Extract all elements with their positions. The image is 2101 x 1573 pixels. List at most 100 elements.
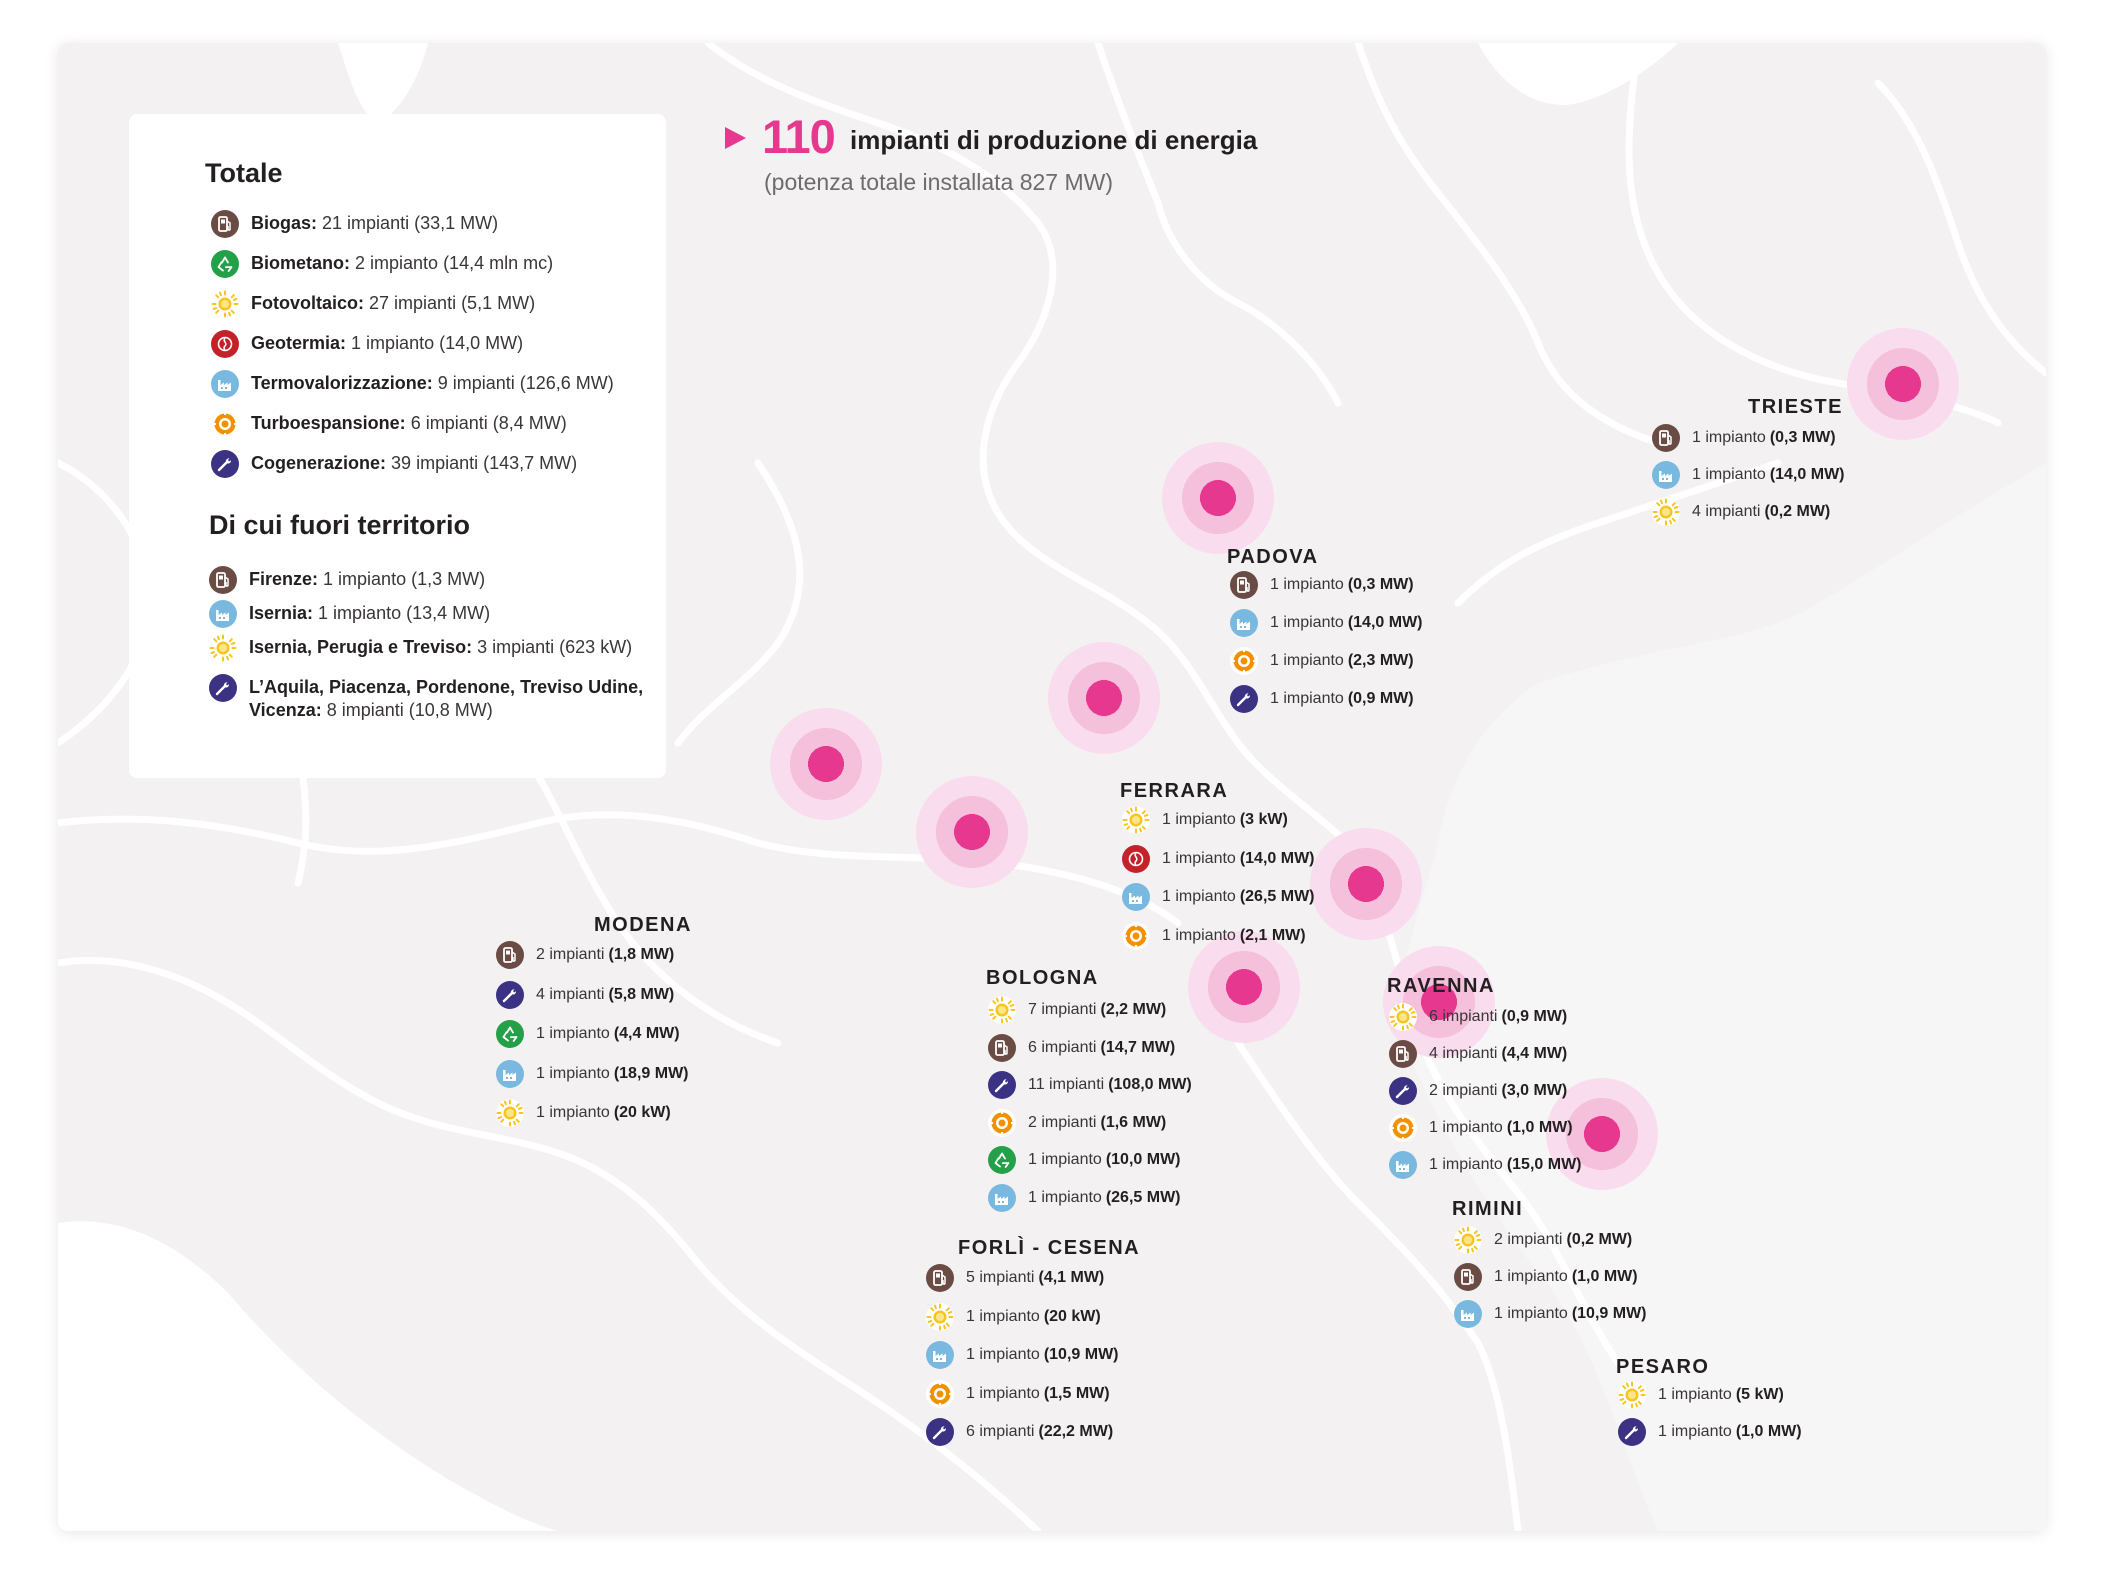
city-item-forl-cesena: 1 impianto (20 kW)	[926, 1302, 1101, 1331]
legend-row-value: 1 impianto (14,0 MW)	[351, 333, 524, 353]
city-item-padova: 1 impianto (14,0 MW)	[1230, 609, 1423, 637]
city-item-power: (14,0 MW)	[1347, 614, 1423, 631]
legend-row-text: Isernia, Perugia e Treviso: 3 impianti (…	[249, 634, 632, 659]
turboespansione-icon	[1122, 921, 1150, 950]
legend-row-text: L’Aquila, Piacenza, Pordenone, Treviso U…	[249, 674, 649, 722]
city-item-power: (15,0 MW)	[1506, 1156, 1582, 1173]
city-item-count: 1 impianto	[1162, 849, 1236, 867]
legend-row-label: Isernia, Perugia e Treviso:	[249, 637, 473, 657]
city-item-forl-cesena: 6 impianti (22,2 MW)	[926, 1418, 1113, 1446]
city-item-count: 6 impianti	[1028, 1038, 1097, 1056]
city-item-count: 1 impianto	[966, 1384, 1040, 1402]
city-item-power: (0,2 MW)	[1764, 503, 1831, 520]
termovalorizzazione-icon	[1454, 1300, 1482, 1328]
cogenerazione-icon	[988, 1071, 1016, 1099]
marker-trieste[interactable]	[1847, 328, 1959, 440]
city-item-power: (18,9 MW)	[613, 1064, 689, 1082]
legend-row-biometano: Biometano: 2 impianto (14,4 mln mc)	[211, 250, 553, 278]
city-label-trieste: TRIESTE	[1748, 396, 1843, 418]
city-item-count: 6 impianti	[1429, 1008, 1498, 1025]
city-item-modena: 1 impianto (18,9 MW)	[496, 1059, 689, 1088]
city-item-ravenna: 1 impianto (1,0 MW)	[1389, 1114, 1573, 1142]
city-label-pesaro: PESARO	[1616, 1356, 1710, 1378]
marker-pesaro[interactable]	[1546, 1078, 1658, 1190]
headline-number: 110	[762, 110, 836, 163]
legend-panel: Totale Biogas: 21 impianti (33,1 MW) Biom…	[129, 114, 666, 778]
legend-row-label: Termovalorizzazione:	[251, 373, 433, 393]
city-item-power: (10,9 MW)	[1571, 1305, 1647, 1322]
city-item-count: 1 impianto	[1658, 1386, 1732, 1403]
legend-row-value: 21 impianti (33,1 MW)	[322, 213, 499, 233]
legend-row-value: 9 impianti (126,6 MW)	[437, 373, 614, 393]
legend-row-value: 2 impianto (14,4 mln mc)	[355, 253, 554, 273]
termovalorizzazione-icon	[1652, 461, 1680, 489]
city-item-modena: 4 impianti (5,8 MW)	[496, 980, 675, 1009]
city-item-ravenna: 1 impianto (15,0 MW)	[1389, 1151, 1582, 1179]
map-background	[58, 43, 2046, 1531]
legend-row-text: Cogenerazione: 39 impianti (143,7 MW)	[251, 450, 577, 475]
city-item-power: (1,0 MW)	[1506, 1119, 1573, 1136]
cogenerazione-icon	[1230, 685, 1258, 713]
city-item-count: 2 impianti	[1494, 1231, 1563, 1248]
marker-bologna[interactable]	[916, 776, 1028, 888]
marker-padova[interactable]	[1162, 442, 1274, 554]
city-label-ferrara: FERRARA	[1120, 780, 1229, 802]
marker-forli-cesena[interactable]	[1188, 931, 1300, 1043]
legend-row-text: Biometano: 2 impianto (14,4 mln mc)	[251, 250, 553, 275]
city-item-trieste: 1 impianto (0,3 MW)	[1652, 424, 1836, 452]
city-item-pesaro: 1 impianto (1,0 MW)	[1618, 1418, 1802, 1446]
city-item-rimini: 2 impianti (0,2 MW)	[1454, 1226, 1632, 1254]
marker-rimini[interactable]	[1383, 946, 1495, 1058]
city-item-power: (0,9 MW)	[1347, 690, 1414, 707]
city-item-forl-cesena: 5 impianti (4,1 MW)	[926, 1264, 1104, 1292]
city-item-count: 1 impianto	[966, 1346, 1040, 1363]
marker-ravenna[interactable]	[1310, 828, 1422, 940]
legend-row-text: Termovalorizzazione: 9 impianti (126,6 M…	[251, 370, 614, 395]
city-item-power: (26,5 MW)	[1105, 1188, 1181, 1206]
city-item-power: (0,2 MW)	[1566, 1231, 1633, 1248]
city-item-count: 1 impianto	[1028, 1188, 1102, 1206]
city-item-ravenna: 2 impianti (3,0 MW)	[1389, 1077, 1567, 1105]
legend-row-cogenerazione: Cogenerazione: 39 impianti (143,7 MW)	[211, 450, 577, 478]
city-item-power: (4,1 MW)	[1038, 1269, 1105, 1286]
city-item-count: 1 impianto	[1429, 1156, 1503, 1173]
turboespansione-icon	[926, 1379, 954, 1408]
legend-row-biogas: Biogas: 21 impianti (33,1 MW)	[211, 210, 498, 238]
legend-row-label: Isernia:	[249, 603, 314, 623]
marker-ferrara[interactable]	[1048, 642, 1160, 754]
city-item-count: 4 impianti	[536, 985, 605, 1003]
marker-modena[interactable]	[770, 708, 882, 820]
city-item-count: 1 impianto	[1162, 888, 1236, 905]
city-item-count: 1 impianto	[1270, 690, 1344, 707]
city-item-count: 1 impianto	[1429, 1119, 1503, 1136]
city-item-count: 1 impianto	[1692, 429, 1766, 446]
fotovoltaico-icon	[496, 1099, 524, 1127]
legend-row-cogenerazione: L’Aquila, Piacenza, Pordenone, Treviso U…	[209, 674, 649, 722]
city-item-count: 1 impianto	[1270, 652, 1344, 669]
legend-heading-totale: Totale	[205, 158, 283, 188]
legend-row-label: Biogas:	[251, 213, 318, 233]
biometano-icon	[211, 250, 239, 278]
legend-row-fotovoltaico: Isernia, Perugia e Treviso: 3 impianti (…	[209, 634, 632, 662]
city-item-count: 1 impianto	[536, 1064, 610, 1082]
termovalorizzazione-icon	[211, 370, 239, 398]
city-item-power: (20 kW)	[1043, 1307, 1101, 1325]
legend-row-text: Firenze: 1 impianto (1,3 MW)	[249, 566, 485, 591]
headline-text: impianti di produzione di energia	[850, 125, 1258, 155]
legend-row-value: 39 impianti (143,7 MW)	[391, 453, 578, 473]
biogas-icon	[496, 941, 524, 969]
city-label-modena: MODENA	[594, 914, 692, 936]
city-item-power: (5,8 MW)	[608, 985, 675, 1003]
fotovoltaico-icon	[1618, 1381, 1646, 1409]
cogenerazione-icon	[496, 980, 524, 1009]
city-item-power: (2,2 MW)	[1100, 1001, 1167, 1018]
headline-subtitle: (potenza totale installata 827 MW)	[764, 169, 1114, 195]
termovalorizzazione-icon	[1230, 609, 1258, 637]
legend-row-value: 3 impianti (623 kW)	[477, 637, 633, 657]
biogas-icon	[211, 210, 239, 238]
geotermia-icon	[211, 330, 239, 358]
legend-row-value: 1 impianto (1,3 MW)	[323, 569, 486, 589]
city-item-count: 7 impianti	[1028, 1001, 1097, 1018]
city-item-count: 2 impianti	[1028, 1113, 1097, 1131]
city-item-forl-cesena: 1 impianto (10,9 MW)	[926, 1341, 1119, 1369]
